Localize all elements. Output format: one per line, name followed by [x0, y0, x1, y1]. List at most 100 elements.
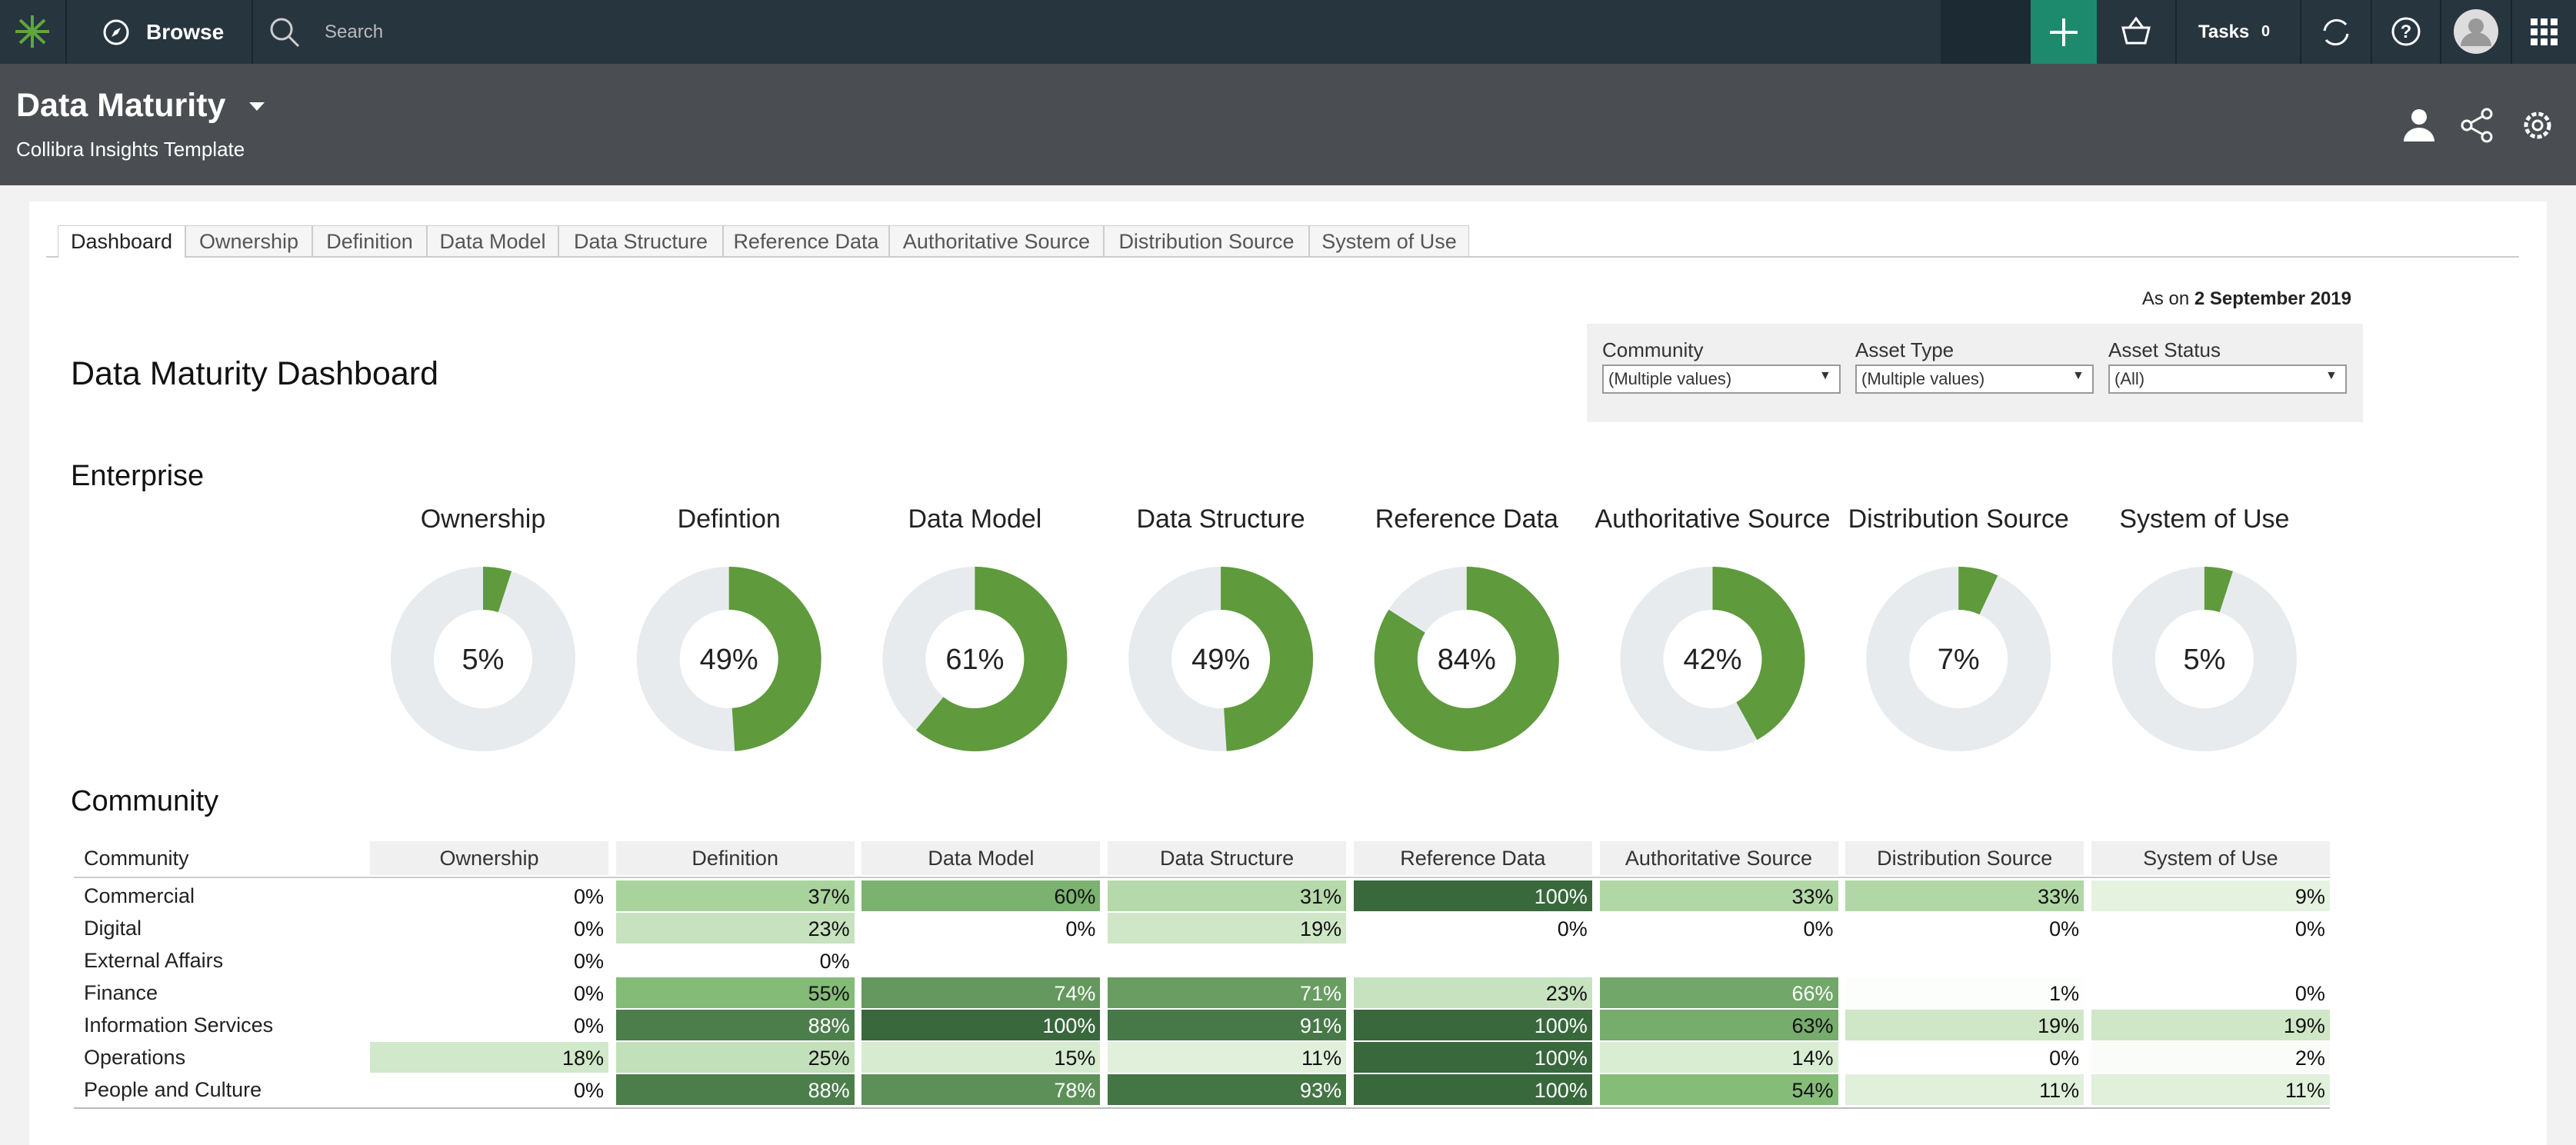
column-header: Authoritative Source — [1599, 841, 1838, 875]
tab[interactable]: Reference Data — [723, 225, 889, 256]
row-label: People and Culture — [84, 1078, 262, 1101]
cell-value: 19% — [1300, 917, 1342, 940]
sync-button[interactable] — [2301, 0, 2371, 64]
heat-cell — [1108, 977, 1347, 1008]
heat-cell — [1108, 1042, 1347, 1073]
heat-cell — [1599, 880, 1838, 911]
heat-cell — [615, 1042, 855, 1073]
cell-value: 100% — [1042, 1014, 1096, 1037]
heat-cell — [2091, 977, 2330, 1008]
add-button[interactable] — [2031, 0, 2097, 64]
cell-value: 0% — [2049, 917, 2080, 940]
tasks-button[interactable]: Tasks — [2198, 22, 2250, 42]
heat-cell — [2091, 880, 2330, 911]
donut-arc — [1958, 567, 1998, 615]
page-title[interactable]: Data Maturity — [16, 87, 226, 124]
heat-cell — [1845, 977, 2084, 1008]
cell-value: 23% — [1545, 982, 1588, 1005]
cell-value: 54% — [1791, 1079, 1834, 1102]
donut-title: Defintion — [678, 504, 781, 534]
nav-spacer — [1941, 0, 2031, 64]
page-header: Data Maturity Collibra Insights Template — [0, 64, 2576, 185]
cell-value: 37% — [808, 885, 850, 908]
logo — [15, 15, 49, 48]
cell-value: 60% — [1054, 885, 1096, 908]
row-label: External Affairs — [84, 949, 224, 972]
tab[interactable]: Data Model — [427, 225, 558, 256]
donut-value: 42% — [1683, 644, 1741, 676]
heat-cell — [1845, 1074, 2084, 1105]
tab[interactable]: Distribution Source — [1104, 225, 1309, 256]
browse-button[interactable]: Browse — [146, 20, 225, 44]
section-title: Community — [71, 785, 219, 817]
settings-button[interactable] — [2518, 106, 2557, 145]
filter-dropdown[interactable]: (Multiple values) — [1855, 364, 2094, 394]
heat-cell — [615, 913, 855, 944]
cell-value: 18% — [562, 1047, 604, 1070]
donut-charts: Ownership 5% Defintion 49% Data Model 61% Data… — [391, 504, 2297, 751]
heat-cell — [370, 913, 608, 944]
donut-title: Reference Data — [1375, 504, 1558, 534]
filter-dropdown[interactable]: (All) — [2108, 364, 2347, 394]
cell-value: 88% — [808, 1079, 850, 1102]
heat-cell — [1353, 1010, 1592, 1040]
heat-cell — [370, 977, 608, 1008]
column-header: System of Use — [2091, 841, 2330, 875]
donut-value: 61% — [945, 644, 1004, 676]
search-input[interactable]: Search — [325, 22, 384, 42]
heat-cell — [1108, 1074, 1347, 1105]
cell-value: 11% — [2039, 1079, 2080, 1102]
tab[interactable]: System of Use — [1309, 225, 1469, 256]
tab[interactable]: Dashboard — [58, 225, 185, 258]
donut-value: 84% — [1438, 644, 1496, 676]
heat-cell — [615, 1010, 855, 1040]
donut-value: 5% — [462, 644, 505, 676]
donut-value: 7% — [1938, 644, 1980, 676]
tab[interactable]: Authoritative Source — [889, 225, 1104, 256]
as-on-value: 2 September 2019 — [2194, 288, 2351, 309]
donut-arc — [915, 567, 1068, 751]
cell-value: 14% — [1791, 1047, 1834, 1070]
filter-dropdown[interactable]: (Multiple values) — [1602, 364, 1841, 394]
user-button[interactable] — [2400, 106, 2438, 145]
column-header: Definition — [615, 841, 855, 875]
title-dropdown[interactable] — [248, 101, 266, 113]
cell-value: 0% — [1803, 917, 1834, 940]
avatar-button[interactable] — [2441, 0, 2511, 64]
heat-cell — [1353, 1074, 1592, 1105]
basket-button[interactable] — [2097, 0, 2175, 64]
tab[interactable]: Definition — [312, 225, 427, 256]
cell-value: 100% — [1534, 1014, 1588, 1037]
row-label: Information Services — [84, 1014, 274, 1037]
filter-label: Asset Type — [1855, 338, 1954, 361]
donut-value: 49% — [1191, 644, 1250, 676]
heat-cell — [1108, 913, 1347, 944]
cell-value: 100% — [1534, 885, 1588, 908]
donut-value: 49% — [700, 644, 758, 676]
top-nav: Browse Search Tasks 0 ? — [0, 0, 2576, 64]
column-header: Data Structure — [1108, 841, 1347, 875]
heat-cell — [1845, 880, 2084, 911]
row-label: Finance — [84, 981, 158, 1004]
as-on-prefix: As on — [2141, 288, 2190, 309]
cell-value: 0% — [573, 885, 604, 908]
apps-button[interactable] — [2512, 0, 2576, 64]
tab[interactable]: Ownership — [185, 225, 312, 256]
dropdown-arrow: ▼ — [1819, 369, 1831, 382]
heat-cell — [861, 1042, 1101, 1073]
row-label: Operations — [84, 1046, 186, 1069]
donut-arc — [483, 567, 512, 613]
dropdown-arrow: ▼ — [2325, 369, 2338, 382]
share-button[interactable] — [2459, 106, 2496, 145]
cell-value: 25% — [808, 1047, 850, 1070]
cell-value: 88% — [808, 1014, 850, 1037]
table-header: Community — [84, 847, 189, 870]
help-button[interactable]: ? — [2372, 0, 2440, 64]
cell-value: 0% — [573, 1079, 604, 1102]
as-on-date: As on 2 September 2019 — [2142, 288, 2351, 310]
row-label: Commercial — [84, 884, 195, 907]
tab[interactable]: Data Structure — [558, 225, 723, 256]
cell-value: 0% — [1557, 917, 1588, 940]
heat-cell — [1845, 913, 2084, 944]
